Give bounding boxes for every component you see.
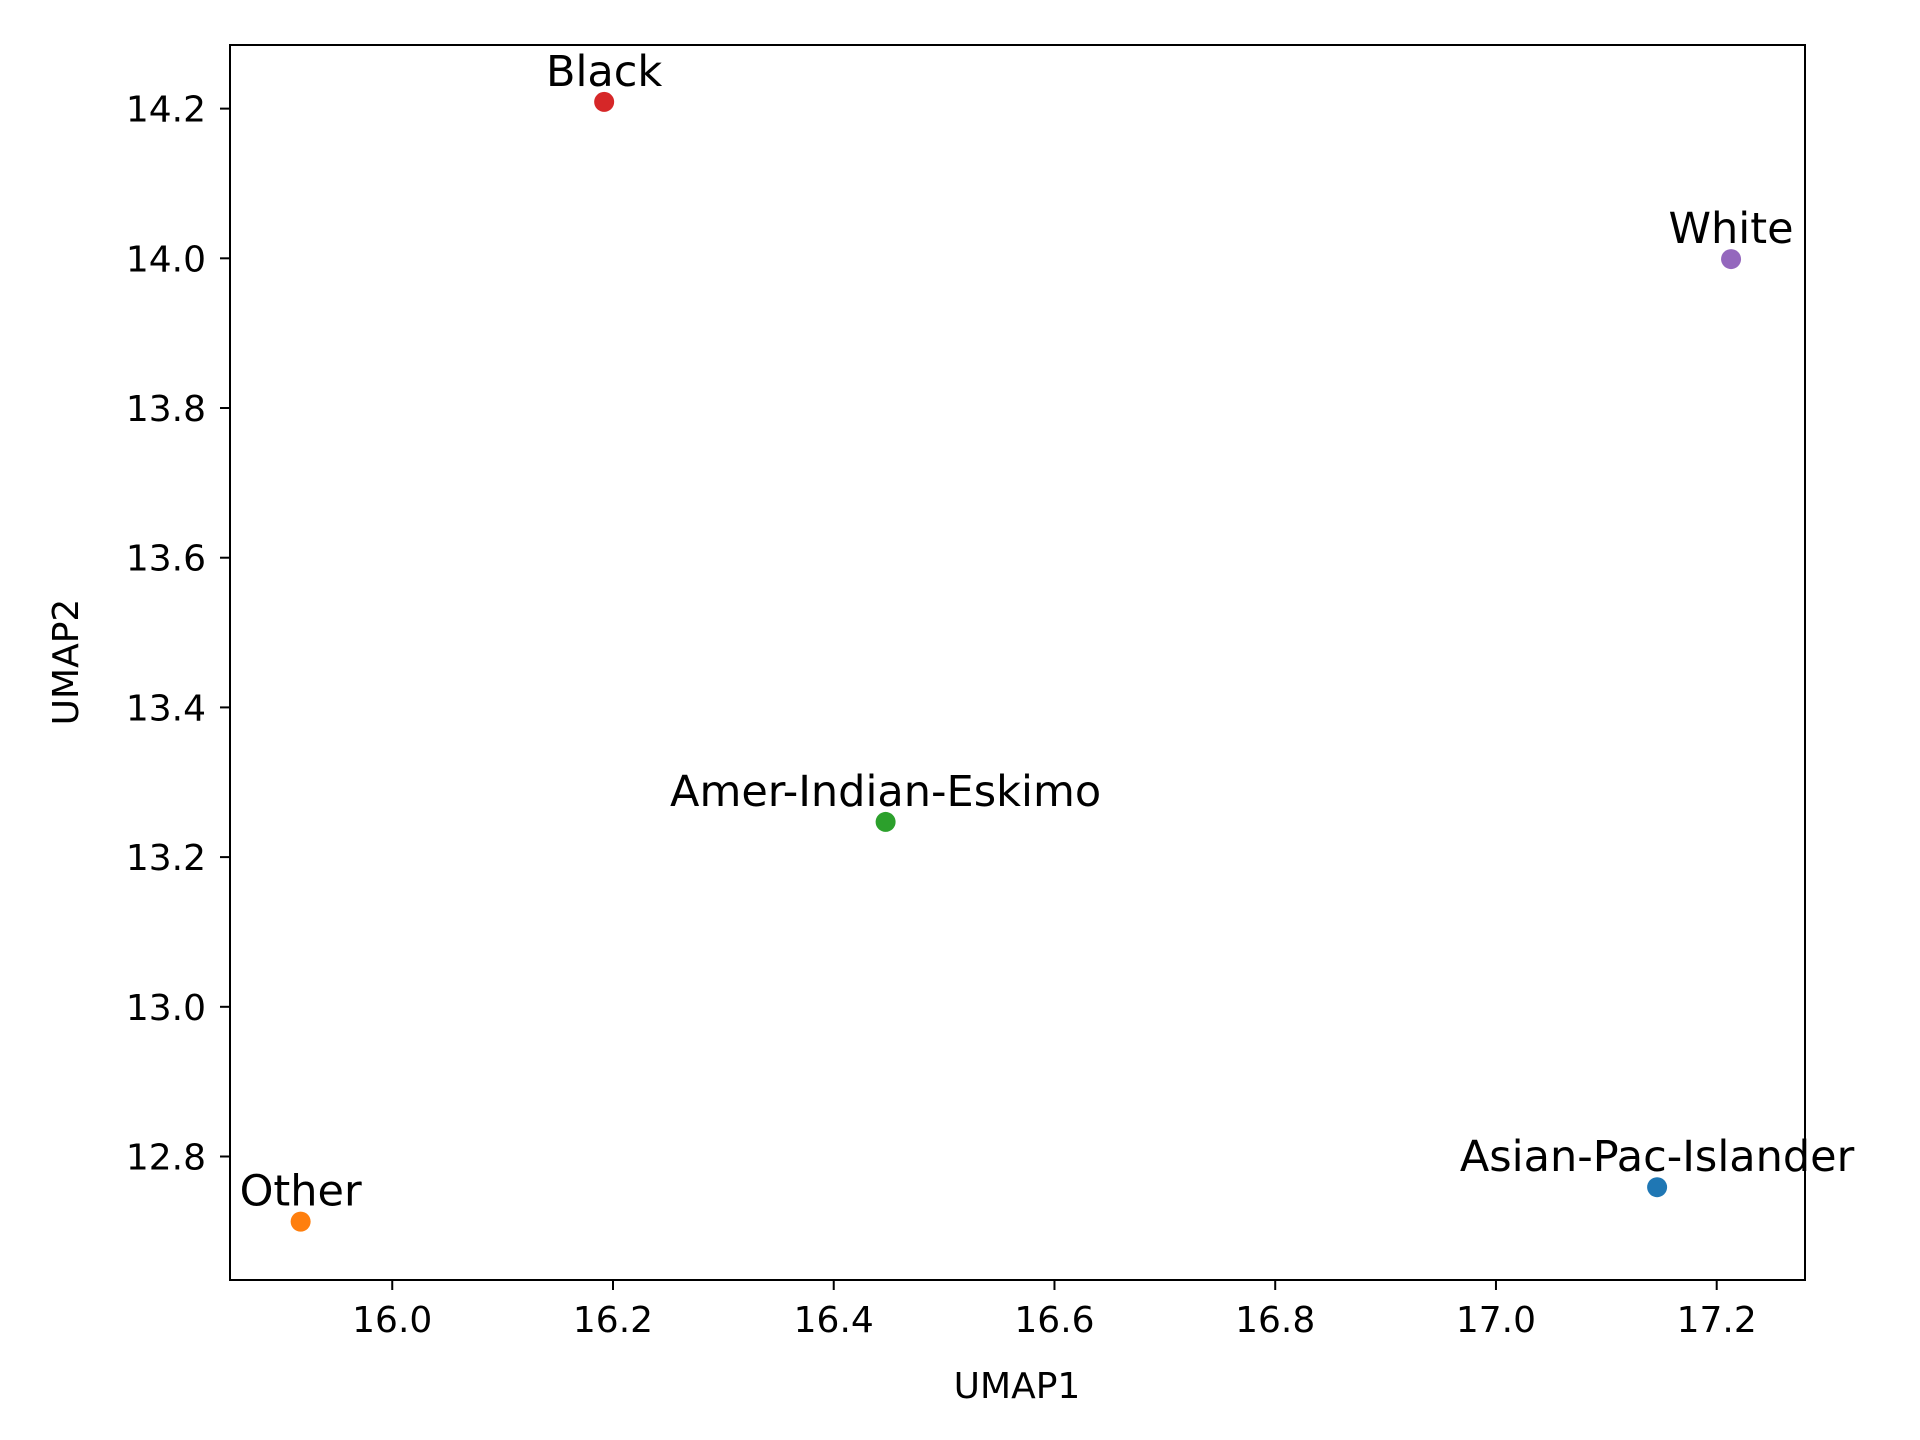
y-tick-label: 14.0 [126,239,206,280]
scatter-point [290,1211,311,1232]
x-tick-label: 16.0 [352,1300,432,1341]
y-tick-label: 13.0 [126,988,206,1029]
plot-frame [229,44,1806,1281]
point-label: Asian-Pac-Islander [1460,1132,1855,1182]
y-tick-label: 12.8 [126,1138,206,1179]
x-axis-label: UMAP1 [954,1366,1081,1407]
data-points [290,91,1742,1232]
y-tick-label: 13.8 [126,389,206,430]
scatter-point [1647,1177,1668,1198]
x-tick-label: 16.4 [794,1300,874,1341]
y-axis-label: UMAP2 [46,599,87,726]
x-tick-label: 16.6 [1014,1300,1094,1341]
y-tick-label: 13.4 [126,688,206,729]
y-tick-label: 13.2 [126,838,206,879]
data-point-labels: Asian-Pac-Islander Other Amer-Indian-Eskim… [240,47,1855,1217]
x-tick-label: 17.0 [1456,1300,1536,1341]
scatter-point [594,91,615,112]
y-tick-label: 14.2 [126,90,206,131]
x-tick-label: 17.2 [1677,1300,1757,1341]
scatter-point [875,811,896,832]
point-label: Amer-Indian-Eskimo [670,767,1101,817]
scatter-point [1721,249,1742,270]
x-tick-label: 16.8 [1235,1300,1315,1341]
point-label: White [1669,204,1794,254]
point-label: Black [546,47,662,97]
x-axis-ticks: 16.0 16.2 16.4 16.6 16.8 17.0 17.2 [352,1280,1757,1341]
y-tick-label: 13.6 [126,539,206,580]
x-tick-label: 16.2 [573,1300,653,1341]
point-label: Other [240,1167,362,1217]
plot-area [230,45,1805,1280]
y-axis-ticks: 12.8 13.0 13.2 13.4 13.6 13.8 14.0 14.2 [126,90,230,1179]
